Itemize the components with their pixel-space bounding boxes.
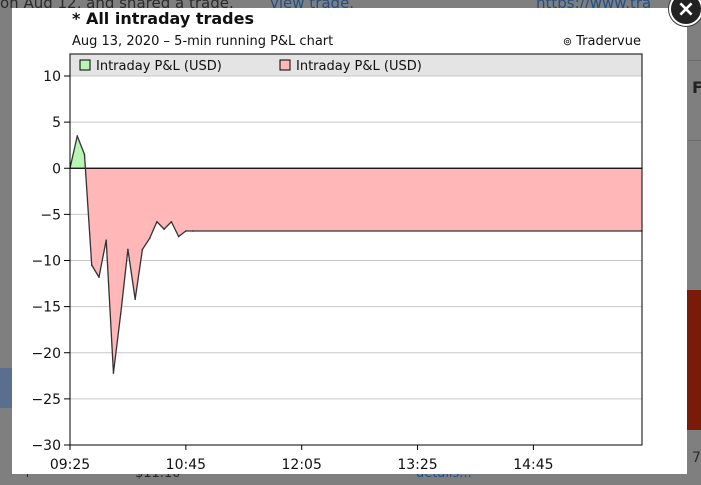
- close-button[interactable]: ×: [669, 0, 701, 26]
- data-point: [76, 135, 79, 137]
- y-tick-label: 0: [52, 161, 61, 177]
- negative-area: [91, 167, 100, 279]
- data-point: [98, 276, 100, 278]
- background-letter: F: [692, 78, 701, 97]
- negative-area: [142, 167, 150, 251]
- data-point: [90, 264, 93, 266]
- data-point: [105, 239, 108, 242]
- background-block: [0, 368, 12, 408]
- plot-frame: [69, 53, 643, 446]
- data-point: [170, 220, 173, 223]
- y-tick-label: −15: [31, 300, 61, 316]
- y-tick-label: 5: [52, 115, 61, 131]
- y-tick-label: −20: [31, 346, 61, 362]
- data-point: [156, 220, 158, 223]
- x-tick-label: 14:45: [513, 457, 553, 473]
- x-tick-label: 09:25: [50, 457, 90, 473]
- copyright-icon: ⊚: [562, 35, 573, 48]
- background-text: 7: [692, 450, 701, 466]
- data-point: [177, 235, 180, 238]
- y-tick-label: −5: [40, 207, 61, 223]
- data-point: [163, 228, 165, 230]
- y-tick-label: −25: [31, 392, 61, 408]
- data-point: [112, 372, 115, 374]
- credit-label: Tradervue: [576, 34, 641, 49]
- pnl-chart: Intraday P&L (USD) Intraday P&L (USD) 10 5 0…: [31, 53, 643, 473]
- negative-area: [192, 167, 643, 232]
- legend-swatch: [279, 59, 291, 71]
- y-tick-label: −30: [31, 438, 61, 454]
- x-tick-label: 10:45: [166, 457, 206, 473]
- legend-swatch: [79, 59, 91, 71]
- legend-label: Intraday P&L (USD): [96, 59, 222, 74]
- x-tick-label: 13:25: [397, 457, 437, 473]
- data-point: [83, 153, 86, 156]
- data-point: [127, 248, 129, 251]
- chart-modal: * All intraday trades Aug 13, 2020 – 5-m…: [12, 8, 687, 474]
- negative-area: [163, 167, 172, 230]
- data-point: [148, 237, 151, 240]
- negative-area: [185, 167, 194, 232]
- chart-subtitle: Aug 13, 2020 – 5-min running P&L chart: [72, 34, 334, 49]
- y-tick-label: −10: [31, 254, 61, 270]
- x-tick-label: 12:05: [282, 457, 322, 473]
- data-point: [192, 230, 194, 232]
- chart-title: * All intraday trades: [72, 9, 254, 28]
- data-point: [134, 298, 136, 301]
- background-divider: [688, 60, 701, 61]
- legend-label: Intraday P&L (USD): [296, 59, 422, 74]
- data-point: [141, 248, 144, 251]
- negative-area: [156, 167, 165, 230]
- background-divider: [688, 140, 701, 141]
- negative-area: [178, 167, 187, 238]
- plot-border: [69, 53, 643, 446]
- data-point: [119, 313, 122, 315]
- y-tick-label: 10: [43, 69, 61, 85]
- chart-credit: ⊚ Tradervue: [563, 34, 641, 49]
- data-point: [185, 230, 187, 232]
- background-block-red: [687, 290, 701, 430]
